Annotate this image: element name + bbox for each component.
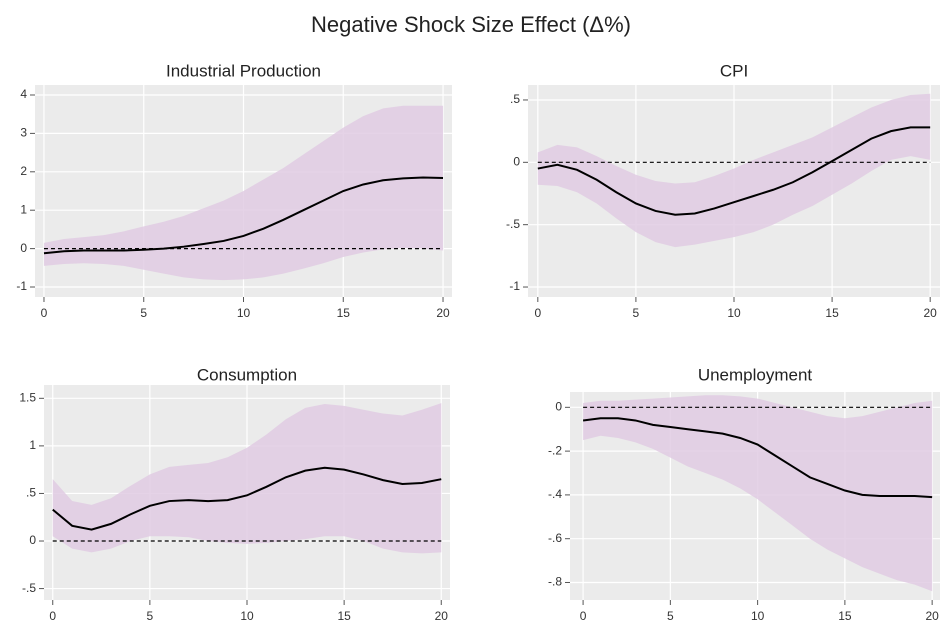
confidence-band <box>43 105 444 281</box>
x-tick-label: 5 <box>667 609 674 623</box>
y-tick-label: .5 <box>26 486 36 500</box>
x-tick-label: 15 <box>825 306 839 320</box>
y-tick-label: 0 <box>555 399 562 413</box>
y-tick-label: -.6 <box>548 531 562 545</box>
x-tick-label: 15 <box>337 306 351 320</box>
line <box>52 466 442 531</box>
x-tick-label: 10 <box>751 609 765 623</box>
x-tick-label: 0 <box>49 609 56 623</box>
chart-title: Negative Shock Size Effect (Δ%) <box>311 12 631 37</box>
y-tick-label: 0 <box>29 533 36 547</box>
y-tick-label: 0 <box>20 241 27 255</box>
subplot-title: CPI <box>720 61 748 80</box>
x-tick-label: 5 <box>633 306 640 320</box>
x-tick-label: 20 <box>436 306 450 320</box>
y-tick-label: 1 <box>20 202 27 216</box>
x-tick-label: 10 <box>237 306 251 320</box>
x-tick-label: 15 <box>337 609 351 623</box>
confidence-band <box>537 93 931 248</box>
confidence-band <box>583 395 933 592</box>
x-tick-label: 20 <box>925 609 939 623</box>
y-tick-label: -.5 <box>22 581 36 595</box>
y-tick-label: 3 <box>20 126 27 140</box>
y-tick-label: -.2 <box>548 443 562 457</box>
y-tick-label: 2 <box>20 164 27 178</box>
y-tick-label: .5 <box>510 92 520 106</box>
y-tick-label: -1 <box>16 279 27 293</box>
y-tick-label: 1 <box>29 438 36 452</box>
subplot-title: Consumption <box>197 365 297 384</box>
x-tick-label: 5 <box>140 306 147 320</box>
y-tick-label: -.5 <box>506 217 520 231</box>
x-tick-label: 5 <box>147 609 154 623</box>
y-tick-label: -1 <box>509 279 520 293</box>
subplot-title: Unemployment <box>698 365 813 384</box>
x-tick-label: 0 <box>580 609 587 623</box>
x-tick-label: 0 <box>534 306 541 320</box>
x-tick-label: 0 <box>41 306 48 320</box>
x-tick-label: 20 <box>435 609 449 623</box>
x-tick-label: 20 <box>924 306 938 320</box>
confidence-band <box>52 403 442 554</box>
y-tick-label: 4 <box>20 87 27 101</box>
subplot-title: Industrial Production <box>166 61 321 80</box>
y-tick-label: 1.5 <box>19 390 36 404</box>
x-tick-label: 10 <box>240 609 254 623</box>
x-tick-label: 10 <box>727 306 741 320</box>
line <box>537 126 931 216</box>
x-tick-label: 15 <box>838 609 852 623</box>
line <box>43 176 444 255</box>
y-tick-label: -.8 <box>548 575 562 589</box>
y-tick-label: 0 <box>513 154 520 168</box>
line <box>582 417 933 499</box>
y-tick-label: -.4 <box>548 487 562 501</box>
